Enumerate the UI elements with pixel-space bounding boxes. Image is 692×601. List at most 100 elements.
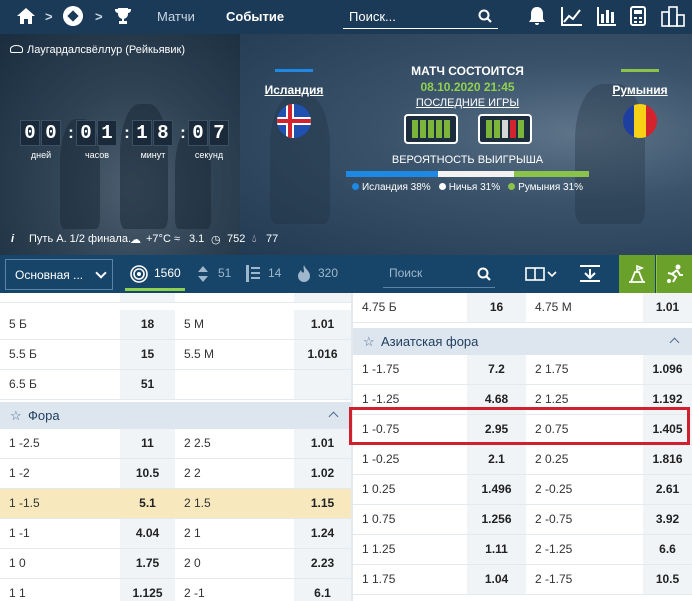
calculator-icon[interactable] xyxy=(630,6,646,26)
chevron-up-icon[interactable] xyxy=(669,337,680,348)
timer-label: часов xyxy=(84,150,110,160)
markets-count-2[interactable]: 51 xyxy=(218,266,232,280)
odds-button[interactable]: 1.01 xyxy=(294,310,351,339)
odds-button[interactable]: 1.496 xyxy=(467,475,526,504)
odds-button[interactable]: 1.02 xyxy=(294,459,351,488)
odds-button[interactable]: 1.125 xyxy=(120,579,175,601)
breadcrumb-separator: > xyxy=(45,9,53,24)
outcome-label: 2 0.75 xyxy=(535,422,569,436)
sort-icon[interactable] xyxy=(197,265,209,283)
star-icon[interactable]: ☆ xyxy=(10,408,22,423)
section-header-asian-handicap[interactable]: ☆ Азиатская фора xyxy=(353,328,692,355)
table-row: 1 0.25 1.496 2 -0.25 2.61 xyxy=(353,475,692,505)
odds-button[interactable]: 1.75 xyxy=(120,549,175,578)
outcome-label: 1 0 xyxy=(9,556,26,570)
all-markets-icon[interactable] xyxy=(130,265,148,283)
market-search-input[interactable] xyxy=(383,260,473,286)
outcome-label: 2 1.25 xyxy=(535,392,569,406)
odds-button[interactable]: 1.256 xyxy=(467,505,526,534)
odds-button[interactable]: 1.01 xyxy=(643,293,692,322)
odds-button[interactable]: 2.61 xyxy=(643,475,692,504)
odds-button[interactable]: 2.95 xyxy=(467,415,526,444)
odds-button[interactable]: 1.096 xyxy=(643,355,692,384)
search-icon[interactable] xyxy=(477,267,491,281)
fire-icon[interactable] xyxy=(297,264,311,283)
nav-link-event[interactable]: Событие xyxy=(226,9,285,24)
field-view-button[interactable] xyxy=(619,255,655,293)
odds-button[interactable]: 1.24 xyxy=(294,519,351,548)
markets-count-3[interactable]: 14 xyxy=(268,266,282,280)
all-markets-count[interactable]: 1560 xyxy=(154,266,181,280)
odds-button[interactable]: 6.1 xyxy=(294,579,351,601)
odds-button[interactable]: 1.01 xyxy=(294,429,351,458)
odds-button[interactable]: 6.6 xyxy=(643,535,692,564)
odds-button[interactable]: 5.1 xyxy=(120,489,175,518)
odds-button[interactable]: 1.11 xyxy=(467,535,526,564)
football-icon[interactable] xyxy=(63,6,83,26)
search-input[interactable] xyxy=(343,5,473,27)
away-team[interactable]: Румыния xyxy=(606,69,674,138)
away-form-widget[interactable] xyxy=(477,114,532,144)
collapse-all-icon[interactable] xyxy=(579,264,601,283)
odds-button[interactable]: 18 xyxy=(120,310,175,339)
odds-button[interactable]: 10.5 xyxy=(643,565,692,594)
active-tab-underline xyxy=(125,288,185,291)
home-team[interactable]: Исландия xyxy=(258,69,330,138)
line-chart-icon[interactable] xyxy=(561,6,583,26)
market-toolbar: Основная ... 1560 51 14 320 xyxy=(0,255,692,293)
table-row: 1 -1.5 5.1 2 1.5 1.15 xyxy=(0,489,351,519)
odds-button[interactable]: 1.016 xyxy=(294,340,351,369)
table-row: 1 1 1.125 2 -1 6.1 xyxy=(0,579,351,601)
odds-button[interactable]: 2.23 xyxy=(294,549,351,578)
bar-chart-icon[interactable] xyxy=(597,6,617,26)
stadium-icon xyxy=(10,45,23,53)
table-row: 1 0.75 1.256 2 -0.75 3.92 xyxy=(353,505,692,535)
table-row: 1 0 1.75 2 0 2.23 xyxy=(0,549,351,579)
search-icon[interactable] xyxy=(478,9,492,23)
tournament-stage: Путь А. 1/2 финала. xyxy=(29,233,132,245)
odds-button[interactable]: 11 xyxy=(120,429,175,458)
stats-icon[interactable] xyxy=(245,264,261,283)
layout-columns-icon[interactable] xyxy=(525,266,557,282)
nav-link-matches[interactable]: Матчи xyxy=(157,9,195,24)
home-form-widget[interactable] xyxy=(403,114,458,144)
outcome-label: 1 0.25 xyxy=(362,482,396,496)
table-row: 1 -2.5 11 2 2.5 1.01 xyxy=(0,429,351,459)
home-team-name[interactable]: Исландия xyxy=(264,83,324,97)
bell-icon[interactable] xyxy=(528,6,546,26)
outcome-label: 1 -1 xyxy=(9,526,30,540)
player-view-button[interactable] xyxy=(656,255,692,293)
podium-icon[interactable] xyxy=(661,5,685,27)
odds-button[interactable]: 15 xyxy=(120,340,175,369)
chevron-up-icon[interactable] xyxy=(328,411,339,422)
star-icon[interactable]: ☆ xyxy=(363,334,375,349)
outcome-label: 1 1.25 xyxy=(362,542,396,556)
top-nav: > > Матчи Событие xyxy=(0,0,692,34)
odds-button[interactable]: 51 xyxy=(120,370,175,399)
left-markets-panel: 5 Б 18 5 М 1.01 5.5 Б 15 5.5 М 1.016 6.5 Б 51 ☆ Ф… xyxy=(0,293,351,601)
odds-button[interactable]: 1.405 xyxy=(643,415,692,444)
odds-button[interactable]: 3.92 xyxy=(643,505,692,534)
pressure-icon: ◷ xyxy=(211,234,221,246)
odds-button[interactable]: 16 xyxy=(467,293,526,322)
market-search[interactable] xyxy=(383,260,495,288)
home-icon[interactable] xyxy=(16,7,36,25)
odds-button[interactable]: 7.2 xyxy=(467,355,526,384)
section-header-handicap[interactable]: ☆ Фора xyxy=(0,402,351,429)
away-team-name[interactable]: Румыния xyxy=(612,83,668,97)
odds-button[interactable]: 2.1 xyxy=(467,445,526,474)
odds-button[interactable]: 10.5 xyxy=(120,459,175,488)
odds-button[interactable]: 4.04 xyxy=(120,519,175,548)
trophy-icon[interactable] xyxy=(113,7,133,25)
odds-button[interactable]: 1.04 xyxy=(467,565,526,594)
last-games-link[interactable]: ПОСЛЕДНИЕ ИГРЫ xyxy=(415,97,520,109)
outcome-label: 2 1.5 xyxy=(175,489,294,518)
search-box[interactable] xyxy=(343,5,498,29)
odds-button[interactable]: 1.816 xyxy=(643,445,692,474)
table-row: 1 1.25 1.11 2 -1.25 6.6 xyxy=(353,535,692,565)
market-group-select[interactable]: Основная ... xyxy=(5,259,113,290)
odds-button[interactable] xyxy=(294,370,351,399)
markets-count-4[interactable]: 320 xyxy=(318,266,339,280)
odds-button[interactable]: 1.15 xyxy=(294,489,351,518)
table-row: 1 -1.75 7.2 2 1.75 1.096 xyxy=(353,355,692,385)
